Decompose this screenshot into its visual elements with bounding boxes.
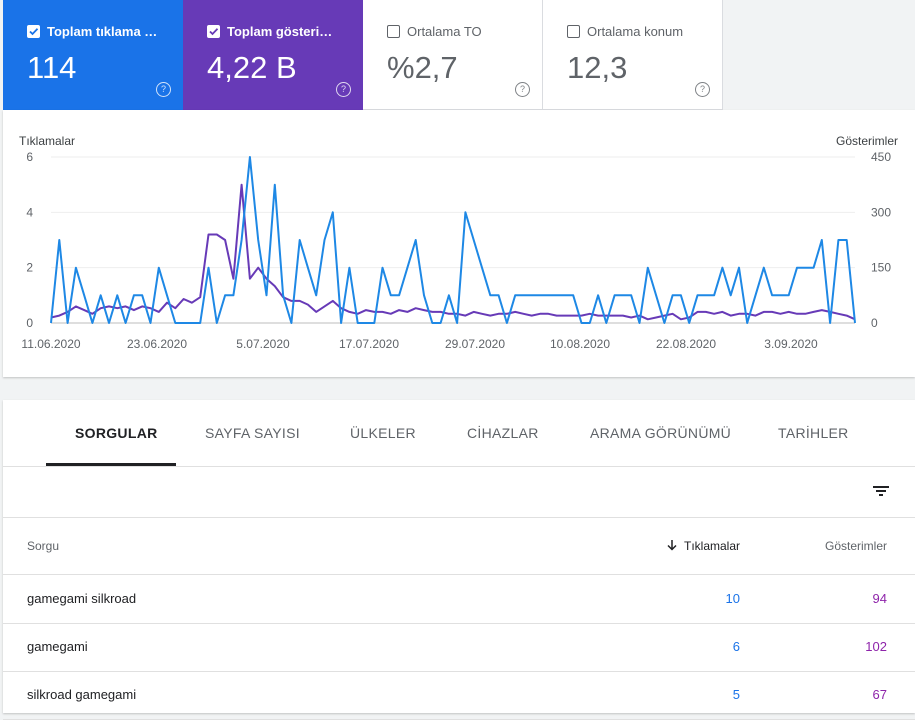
report-tabs: SORGULAR SAYFA SAYISI ÜLKELER CİHAZLAR A… <box>3 400 915 467</box>
metric-label: Ortalama TO <box>407 24 482 39</box>
help-icon[interactable]: ? <box>695 82 710 97</box>
x-tick-label: 22.08.2020 <box>656 337 716 351</box>
tab-queries[interactable]: SORGULAR <box>75 425 158 441</box>
filter-icon[interactable] <box>871 481 891 501</box>
column-header-query[interactable]: Sorgu <box>27 539 60 553</box>
impressions-cell: 102 <box>865 639 887 654</box>
table-header: Sorgu Tıklamalar Gösterimler <box>3 517 915 575</box>
y-tick-label-left: 6 <box>26 150 33 164</box>
y-axis-right-label: Gösterimler <box>836 134 898 148</box>
x-tick-label: 5.07.2020 <box>236 337 290 351</box>
column-header-impressions[interactable]: Gösterimler <box>824 539 887 553</box>
chart-grid <box>51 156 855 324</box>
clicks-cell: 10 <box>725 591 740 606</box>
query-cell: gamegami <box>27 639 88 654</box>
sort-descending-icon <box>667 540 677 551</box>
query-cell: silkroad gamegami <box>27 687 137 702</box>
performance-chart: Tıklamalar Gösterimler 6 450 4 300 2 150 0 0 11… <box>19 134 898 351</box>
metric-value: 4,22 B <box>207 50 297 85</box>
impressions-series-line <box>50 183 856 321</box>
y-tick-label-right: 300 <box>871 205 891 219</box>
performance-chart-card: Tıklamalar Gösterimler 6 450 4 300 2 150 0 0 11… <box>3 110 915 377</box>
y-tick-label-right: 150 <box>871 261 891 275</box>
table-row[interactable]: gamegami 6 102 <box>3 623 915 672</box>
x-tick-label: 29.07.2020 <box>445 337 505 351</box>
metric-label: Ortalama konum <box>587 24 684 39</box>
metric-label: Toplam tıklama s... <box>47 24 162 39</box>
x-tick-labels: 11.06.2020 23.06.2020 5.07.2020 17.07.2020 2… <box>21 337 818 351</box>
table-row[interactable]: gamegami silkroad 10 94 <box>3 575 915 624</box>
checkbox-checked-icon[interactable] <box>27 25 40 38</box>
checkbox-unchecked-icon[interactable] <box>567 25 580 38</box>
chart-series <box>50 156 856 324</box>
metric-value: 12,3 <box>567 50 628 85</box>
help-icon[interactable]: ? <box>156 82 171 97</box>
tab-dates[interactable]: TARİHLER <box>778 425 849 441</box>
x-tick-label: 3.09.2020 <box>764 337 818 351</box>
y-tick-label-left: 4 <box>26 205 33 219</box>
checkbox-checked-icon[interactable] <box>207 25 220 38</box>
checkbox-unchecked-icon[interactable] <box>387 25 400 38</box>
query-cell: gamegami silkroad <box>27 591 137 606</box>
metric-card-total-impressions[interactable]: Toplam gösterim ... 4,22 B ? <box>183 0 363 110</box>
metric-card-average-position[interactable]: Ortalama konum 12,3 ? <box>543 0 723 110</box>
x-tick-label: 17.07.2020 <box>339 337 399 351</box>
tab-devices[interactable]: CİHAZLAR <box>467 425 539 441</box>
y-tick-label-left: 2 <box>26 261 33 275</box>
clicks-series-line <box>50 156 856 324</box>
x-tick-label: 10.08.2020 <box>550 337 610 351</box>
clicks-cell: 6 <box>732 639 740 654</box>
report-table-card: SORGULAR SAYFA SAYISI ÜLKELER CİHAZLAR A… <box>3 400 915 720</box>
y-axis-left-label: Tıklamalar <box>19 134 75 148</box>
active-tab-indicator <box>46 463 176 466</box>
column-header-clicks[interactable]: Tıklamalar <box>666 539 740 553</box>
metric-value: %2,7 <box>387 50 458 85</box>
y-tick-label-left: 0 <box>26 316 33 330</box>
help-icon[interactable]: ? <box>515 82 530 97</box>
y-tick-label-right: 0 <box>871 316 878 330</box>
metric-value: 114 <box>27 50 77 85</box>
help-icon[interactable]: ? <box>336 82 351 97</box>
x-tick-label: 11.06.2020 <box>21 337 80 351</box>
clicks-cell: 5 <box>732 687 740 702</box>
filter-row <box>3 466 915 518</box>
tab-countries[interactable]: ÜLKELER <box>350 425 416 441</box>
metric-label: Toplam gösterim ... <box>227 24 342 39</box>
impressions-cell: 67 <box>872 687 887 702</box>
tab-search-appearance[interactable]: ARAMA GÖRÜNÜMÜ <box>590 425 732 441</box>
metric-card-average-ctr[interactable]: Ortalama TO %2,7 ? <box>363 0 543 110</box>
metric-card-total-clicks[interactable]: Toplam tıklama s... 114 ? <box>3 0 183 110</box>
y-tick-labels: 6 450 4 300 2 150 0 0 <box>26 150 891 330</box>
impressions-cell: 94 <box>872 591 887 606</box>
y-tick-label-right: 450 <box>871 150 891 164</box>
x-tick-label: 23.06.2020 <box>127 337 187 351</box>
metric-cards: Toplam tıklama s... 114 ? Toplam gösteri… <box>3 0 723 110</box>
tab-pages[interactable]: SAYFA SAYISI <box>205 425 300 441</box>
column-header-clicks-label: Tıklamalar <box>683 539 740 553</box>
